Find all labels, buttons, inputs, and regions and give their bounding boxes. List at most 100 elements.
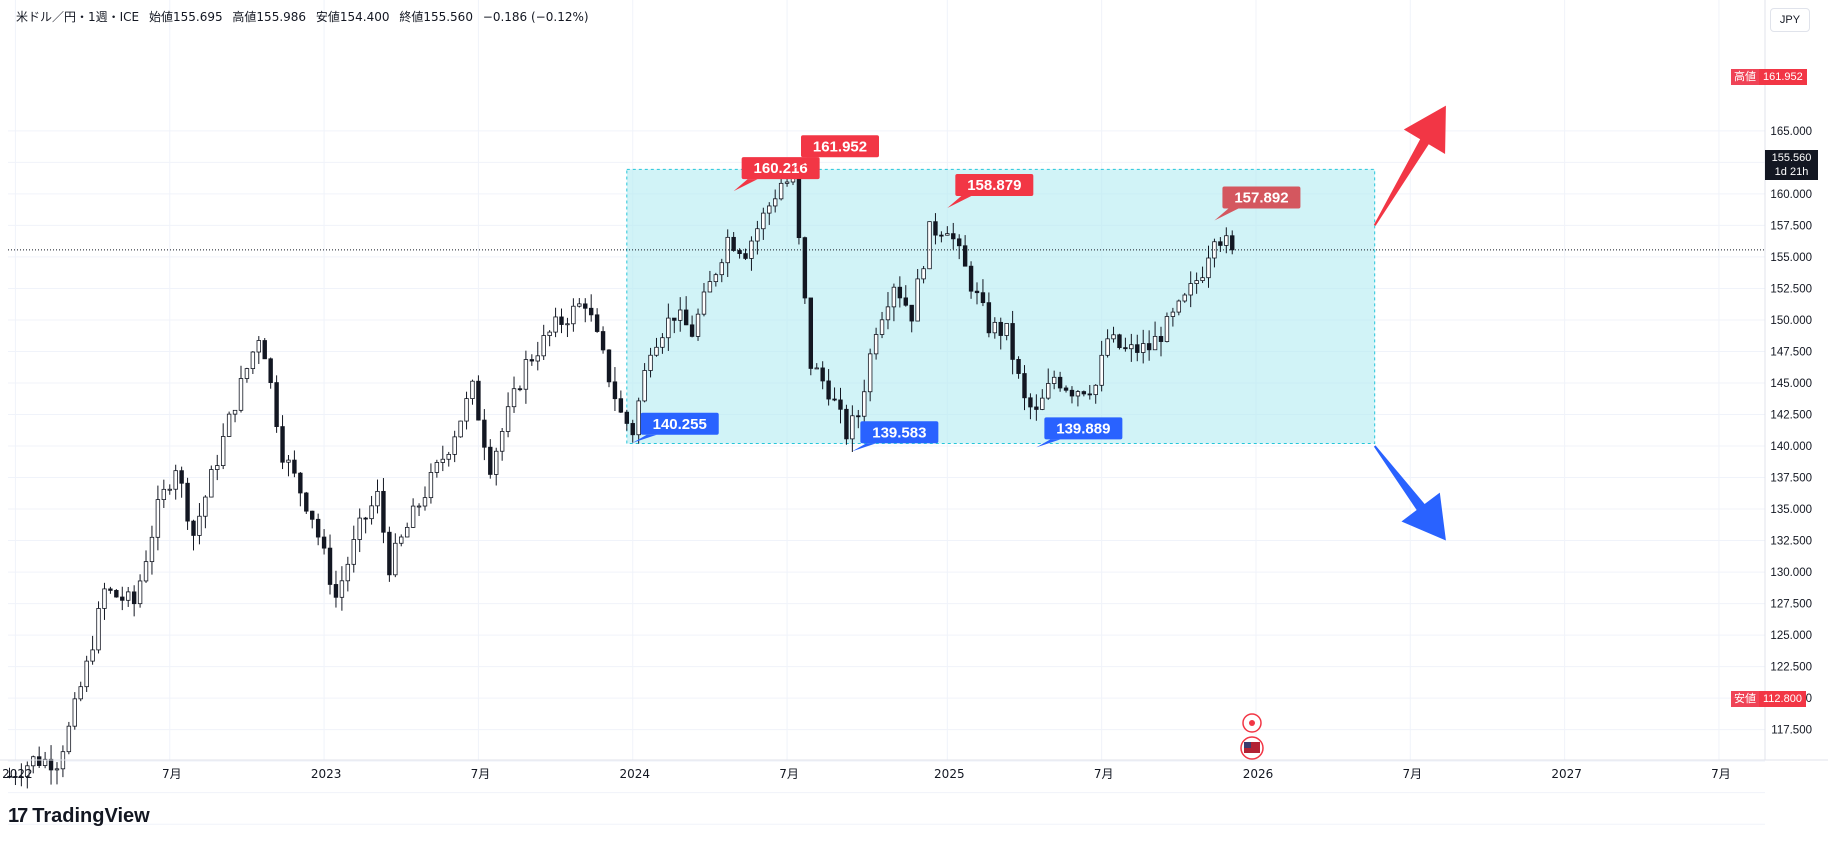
candle-up — [695, 313, 701, 337]
candle-up — [250, 351, 256, 370]
candle-down — [476, 380, 481, 421]
candle-up — [197, 515, 202, 536]
price-tick-label: 157.500 — [1770, 220, 1812, 232]
candle-up — [428, 472, 434, 499]
candle-down — [1218, 241, 1223, 246]
price-tick-label: 142.500 — [1770, 410, 1812, 422]
time-tick-label: 2027 — [1551, 767, 1582, 781]
candle-up — [149, 536, 155, 563]
high-price-tag: 高値 161.952 — [1731, 69, 1807, 85]
candle-down — [114, 590, 119, 598]
price-tick-label: 122.500 — [1770, 662, 1812, 674]
candle-up — [761, 212, 766, 230]
candle-up — [446, 453, 451, 460]
last-price-value: 155.560 — [1771, 152, 1812, 164]
candle-up — [1224, 235, 1229, 246]
grid — [8, 0, 1765, 825]
candle-up — [440, 458, 445, 463]
price-callout: 157.892 — [1214, 186, 1301, 221]
time-tick-label: 2026 — [1243, 767, 1274, 781]
candle-down — [363, 517, 368, 520]
candle-up — [393, 542, 398, 576]
candle-up — [72, 698, 77, 727]
candle-down — [683, 309, 689, 326]
callout-label: 158.879 — [967, 177, 1021, 194]
candle-down — [321, 536, 327, 549]
currency-button[interactable]: JPY — [1770, 8, 1810, 32]
callout-label: 139.889 — [1056, 420, 1110, 437]
time-tick-label: 7月 — [1402, 767, 1422, 781]
price-tick-label: 132.500 — [1770, 536, 1812, 548]
candle-down — [1016, 359, 1021, 374]
high-tag-value: 161.952 — [1759, 69, 1807, 85]
candle-down — [131, 591, 137, 605]
candle-up — [921, 268, 926, 280]
candle-down — [488, 446, 493, 475]
up-arrow — [1373, 105, 1446, 226]
candle-down — [280, 426, 285, 463]
candle-up — [571, 305, 576, 325]
candle-up — [767, 205, 772, 214]
candle-down — [482, 419, 487, 448]
price-tick-label: 165.000 — [1770, 126, 1812, 138]
candle-down — [1135, 344, 1140, 353]
candle-up — [54, 768, 60, 771]
candle-up — [458, 420, 463, 438]
price-tick-label: 160.000 — [1770, 189, 1812, 201]
candle-up — [1111, 334, 1116, 340]
candle-down — [191, 520, 196, 536]
callout-label: 139.583 — [872, 424, 926, 441]
candle-down — [36, 756, 42, 766]
candle-up — [434, 462, 440, 473]
callout-box — [955, 174, 1034, 197]
candle-up — [173, 470, 178, 490]
candle-up — [772, 198, 778, 207]
candle-up — [1206, 257, 1211, 279]
time-tick-label: 2022 — [2, 767, 33, 781]
candle-up — [232, 409, 238, 415]
candle-up — [215, 465, 220, 470]
candle-down — [844, 408, 849, 440]
candle-up — [778, 182, 784, 200]
ohlc-high: 高値155.986 — [232, 10, 307, 24]
candle-up — [945, 233, 950, 236]
candle-up — [1194, 280, 1199, 284]
candle-up — [351, 539, 356, 565]
candle-down — [1117, 334, 1122, 349]
callout-pointer — [852, 443, 877, 452]
candle-down — [333, 584, 339, 598]
callout-pointer — [947, 196, 972, 209]
candle-down — [743, 253, 748, 259]
callout-pointer — [1214, 208, 1239, 221]
candle-up — [452, 436, 457, 455]
candle-down — [974, 290, 980, 294]
candle-up — [1182, 294, 1187, 302]
time-axis: 2022 7月 2023 7月 2024 7月 2025 7月 2026 7月 2027 7月 — [0, 759, 1828, 781]
callout-box — [801, 135, 880, 158]
price-callout: 161.952 — [793, 135, 880, 170]
candle-up — [1164, 316, 1170, 342]
candle-up — [226, 413, 232, 437]
tradingview-brand[interactable]: 17 TradingView — [8, 805, 150, 828]
candle-up — [1152, 335, 1158, 351]
candle-down — [262, 340, 267, 360]
candle-down — [13, 776, 18, 778]
candle-up — [1040, 397, 1045, 410]
callout-box — [1222, 186, 1301, 209]
callout-pointer — [1036, 439, 1061, 448]
candle-up — [404, 526, 410, 538]
candle-up — [547, 331, 552, 336]
candle-down — [315, 518, 321, 538]
symbol-name[interactable]: 米ドル／円・1週・ICE — [16, 10, 140, 24]
candle-down — [517, 388, 523, 391]
candle-down — [980, 292, 986, 304]
candle-up — [784, 181, 790, 184]
candle-up — [256, 340, 261, 353]
candle-down — [856, 415, 861, 418]
callout-box — [1044, 417, 1123, 440]
candle-up — [416, 505, 422, 508]
price-axis: 117.500120.000122.500125.000127.500130.0… — [1764, 0, 1812, 760]
candle-down — [612, 381, 618, 400]
candle-down — [7, 775, 12, 778]
